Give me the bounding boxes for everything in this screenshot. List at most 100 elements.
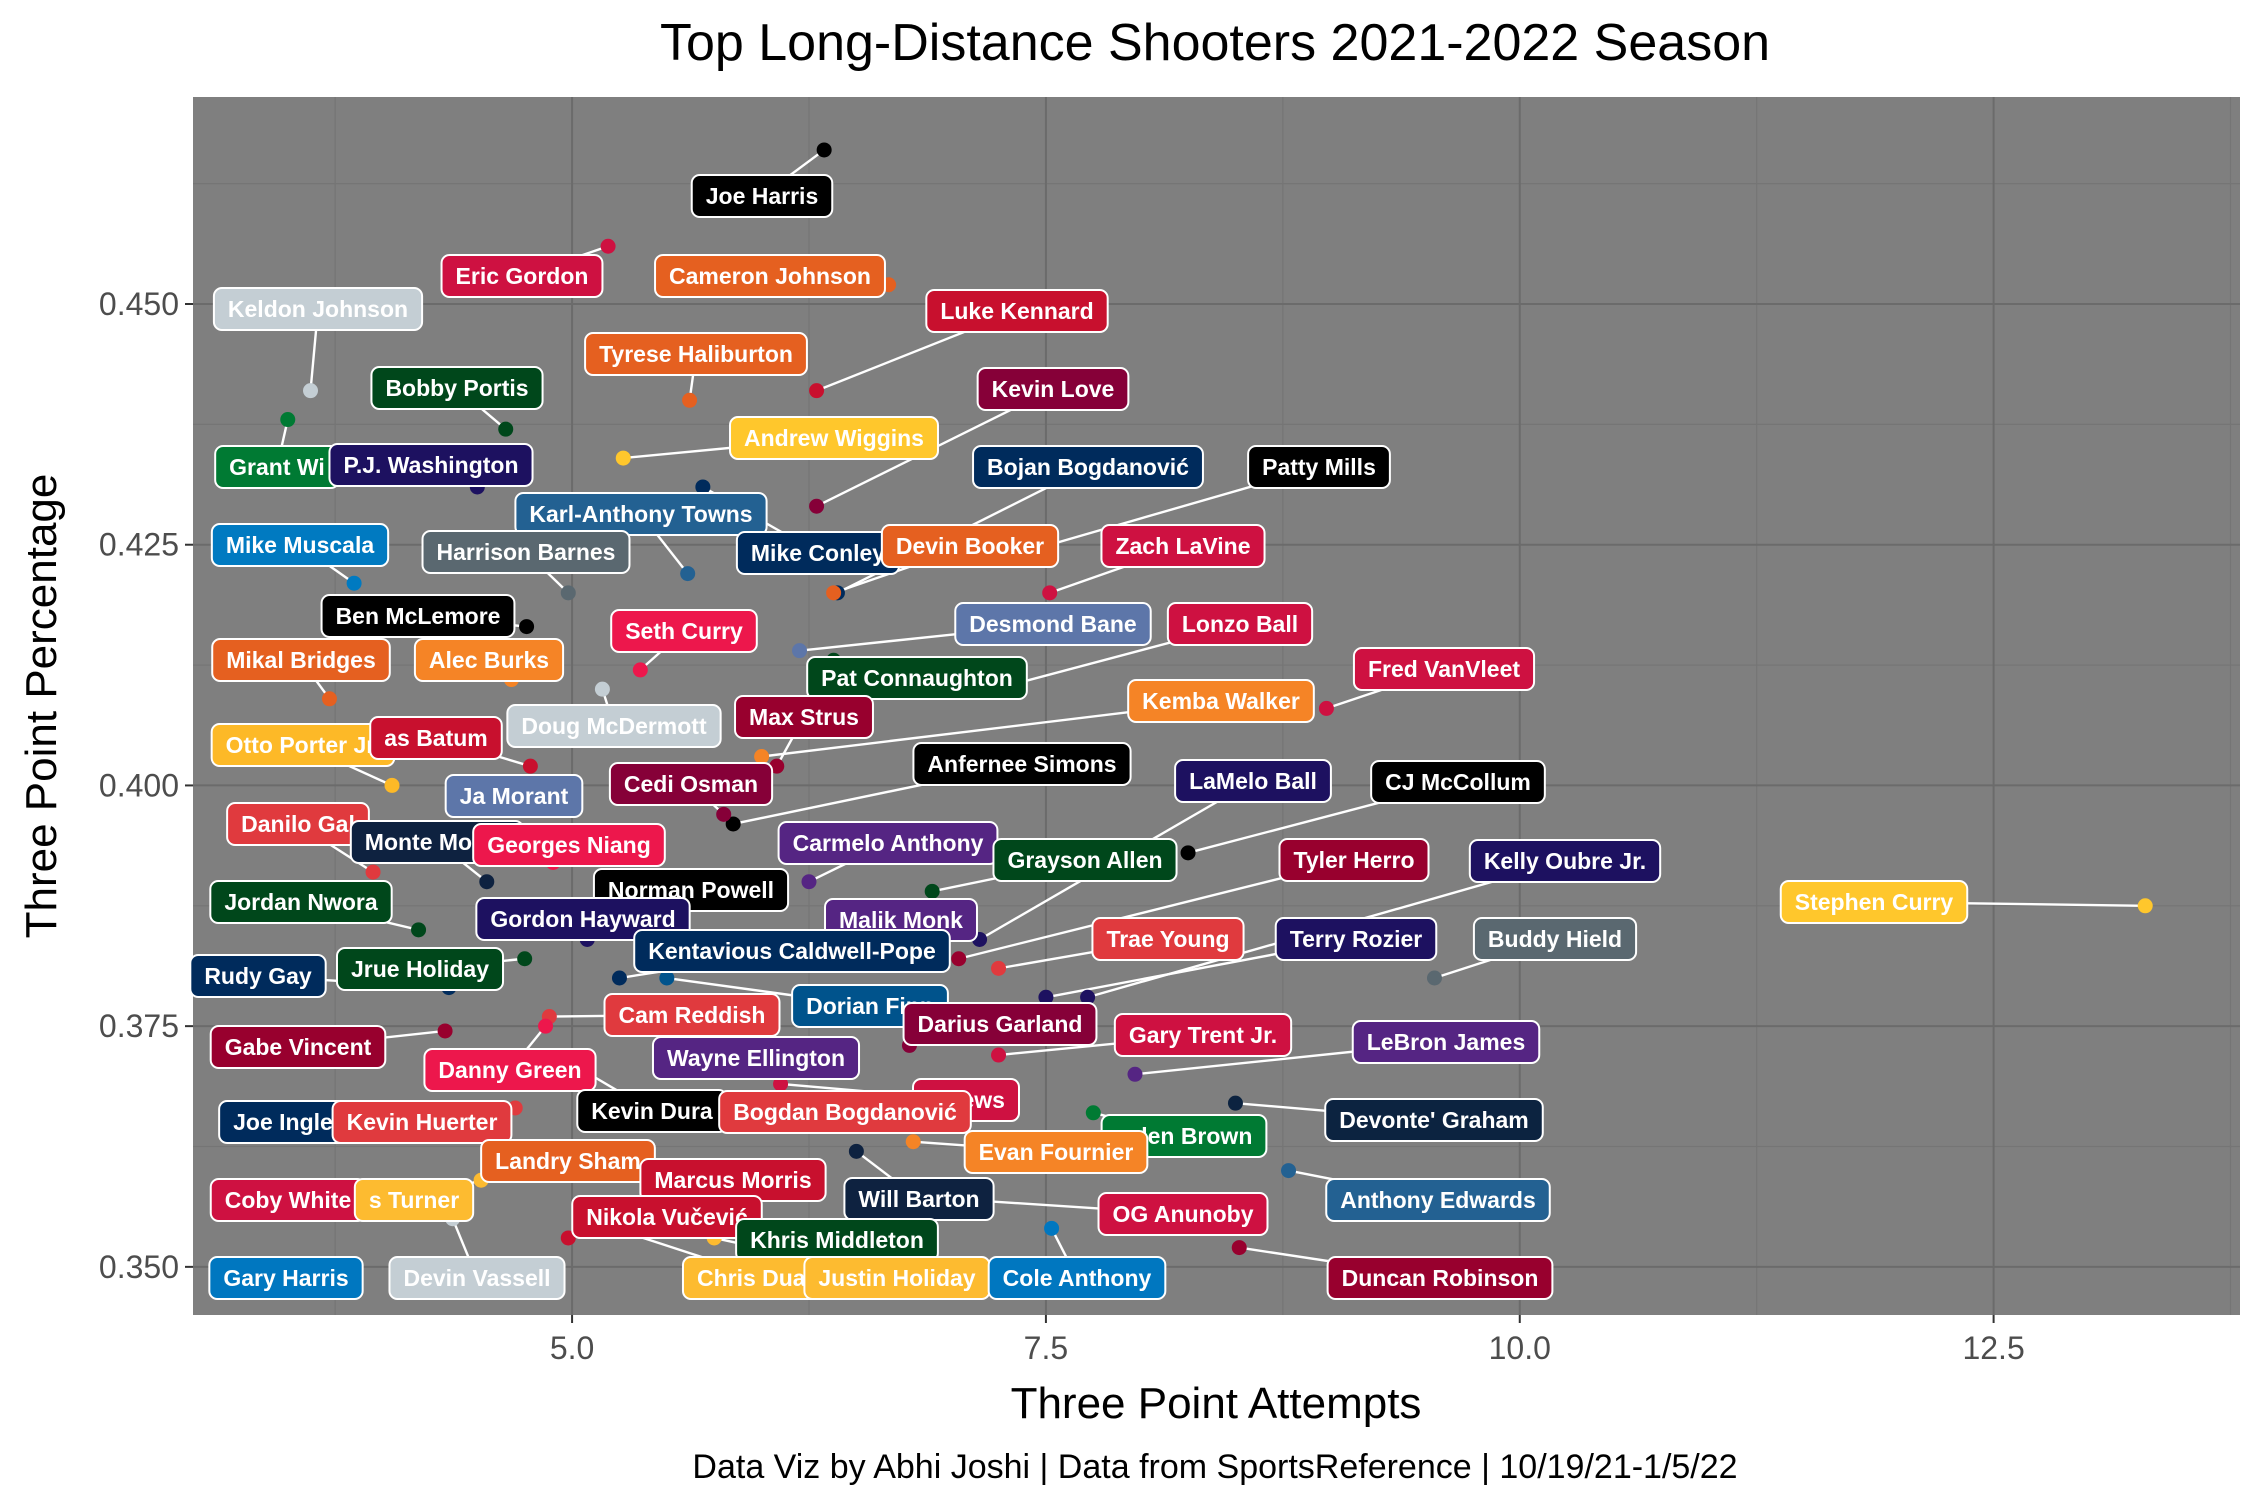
point-label-text: Seth Curry <box>625 618 743 644</box>
y-axis-title: Three Point Percentage <box>17 474 66 939</box>
point-label-box <box>651 1036 861 1080</box>
point-label-box <box>1127 679 1315 723</box>
point-label: Harrison Barnes <box>421 530 631 574</box>
x-tick-label: 10.0 <box>1489 1330 1551 1366</box>
point-label-text: Kentavious Caldwell-Pope <box>648 938 936 964</box>
data-point <box>303 383 319 399</box>
x-tick-label: 7.5 <box>1024 1330 1068 1366</box>
point-label-text: Devonte' Graham <box>1339 1107 1529 1133</box>
axes: 5.0 7.5 10.0 12.5 0.350 0.375 0.400 0.425 0.450 <box>99 286 2025 1366</box>
point-label: Luke Kennard <box>925 289 1109 333</box>
point-label-box <box>963 1130 1149 1174</box>
point-label-text: Max Strus <box>749 704 859 730</box>
point-label-box <box>320 594 516 638</box>
point-label-text: Cole Anthony <box>1003 1265 1152 1291</box>
x-tick-label: 12.5 <box>1962 1330 2024 1366</box>
data-point <box>1281 1163 1297 1179</box>
point-label-box <box>976 367 1130 411</box>
point-label-box <box>353 1178 475 1222</box>
data-point <box>517 951 533 967</box>
point-label: CJ McCollum <box>1370 760 1546 804</box>
point-label-text: Harrison Barnes <box>437 539 616 565</box>
point-label-text: Gary Harris <box>223 1265 348 1291</box>
point-label: Marcus Morris <box>639 1158 827 1202</box>
point-label-text: Keldon Johnson <box>228 296 408 322</box>
point-label-text: Georges Niang <box>487 832 651 858</box>
point-label: Ja Morant <box>444 774 584 818</box>
point-label: Nikola Vučević <box>571 1195 763 1239</box>
point-label-text: Nikola Vučević <box>586 1204 748 1230</box>
data-point <box>611 970 627 986</box>
point-label-box <box>506 704 722 748</box>
y-tick-label: 0.400 <box>99 767 179 803</box>
data-point <box>437 1023 453 1039</box>
point-label-text: Eric Gordon <box>456 263 589 289</box>
point-label-box <box>388 1256 566 1300</box>
point-label-box <box>987 1256 1167 1300</box>
point-label: Max Strus <box>734 695 874 739</box>
point-label: s Turner <box>353 1178 475 1222</box>
point-label: Mike Muscala <box>210 523 390 567</box>
point-label-text: Grayson Allen <box>1007 847 1162 873</box>
y-tick-label: 0.450 <box>99 286 179 322</box>
point-label: Tyler Herro <box>1278 838 1430 882</box>
point-label: Gary Harris <box>208 1256 364 1300</box>
point-label: Gordon Hayward <box>475 897 691 941</box>
data-point <box>615 450 631 466</box>
point-label: Evan Fournier <box>963 1130 1149 1174</box>
point-label-text: Fred VanVleet <box>1368 656 1520 682</box>
data-point <box>2137 898 2153 914</box>
point-label-text: Ja Morant <box>460 783 569 809</box>
point-label: Cameron Johnson <box>654 254 886 298</box>
point-label: Andrew Wiggins <box>729 416 939 460</box>
point-label: Gabe Vincent <box>209 1025 387 1069</box>
point-label-text: Anfernee Simons <box>927 751 1116 777</box>
point-label: Patty Mills <box>1247 445 1391 489</box>
point-label-text: Darius Garland <box>918 1011 1083 1037</box>
chart-caption: Data Viz by Abhi Joshi | Data from Sport… <box>692 1448 1737 1486</box>
point-label-box <box>370 366 544 410</box>
data-point <box>522 758 538 774</box>
data-point <box>848 1143 864 1159</box>
point-label-text: as Batum <box>384 725 488 751</box>
point-label-box <box>718 1090 972 1134</box>
point-label-box <box>514 492 768 536</box>
point-label-box <box>1325 1178 1551 1222</box>
point-label: Jordan Nwora <box>209 880 393 924</box>
point-label: LaMelo Ball <box>1174 759 1332 803</box>
data-point <box>1044 1220 1060 1236</box>
point-label-box <box>1247 445 1391 489</box>
point-label-text: Bojan Bogdanović <box>987 454 1189 480</box>
y-tick-label: 0.375 <box>99 1008 179 1044</box>
point-label-text: Jordan Nwora <box>224 889 378 915</box>
data-point <box>754 749 770 765</box>
point-label-box <box>902 1002 1098 1046</box>
point-label-text: Otto Porter Jr. <box>226 732 381 758</box>
point-label-text: Kemba Walker <box>1142 688 1300 714</box>
point-label-box <box>209 1025 387 1069</box>
point-label-box <box>1274 917 1438 961</box>
data-point <box>538 1018 554 1034</box>
point-label-box <box>633 929 951 973</box>
point-label: Anthony Edwards <box>1325 1178 1551 1222</box>
data-point <box>801 874 817 890</box>
point-label: Kevin Love <box>976 367 1130 411</box>
point-label-text: Joe Harris <box>706 183 819 209</box>
point-label-box <box>912 742 1132 786</box>
point-label-text: Wayne Ellington <box>667 1045 845 1071</box>
point-label-text: CJ McCollum <box>1385 769 1531 795</box>
point-labels: Joe Harris Eric Gordon Cameron Johnson Keld… <box>189 174 1969 1300</box>
point-label: Landry Sham <box>480 1139 656 1183</box>
point-label-box <box>1352 647 1536 691</box>
point-label: Gary Trent Jr. <box>1113 1013 1293 1057</box>
point-label-box <box>806 656 1028 700</box>
point-label: Devonte' Graham <box>1324 1098 1544 1142</box>
point-label: Grant Wi <box>214 445 340 489</box>
point-label-box <box>1370 760 1546 804</box>
point-label-box <box>1091 917 1245 961</box>
point-label-text: Bogdan Bogdanović <box>733 1099 957 1125</box>
data-point <box>725 816 741 832</box>
point-label-box <box>654 254 886 298</box>
point-label-box <box>880 524 1060 568</box>
